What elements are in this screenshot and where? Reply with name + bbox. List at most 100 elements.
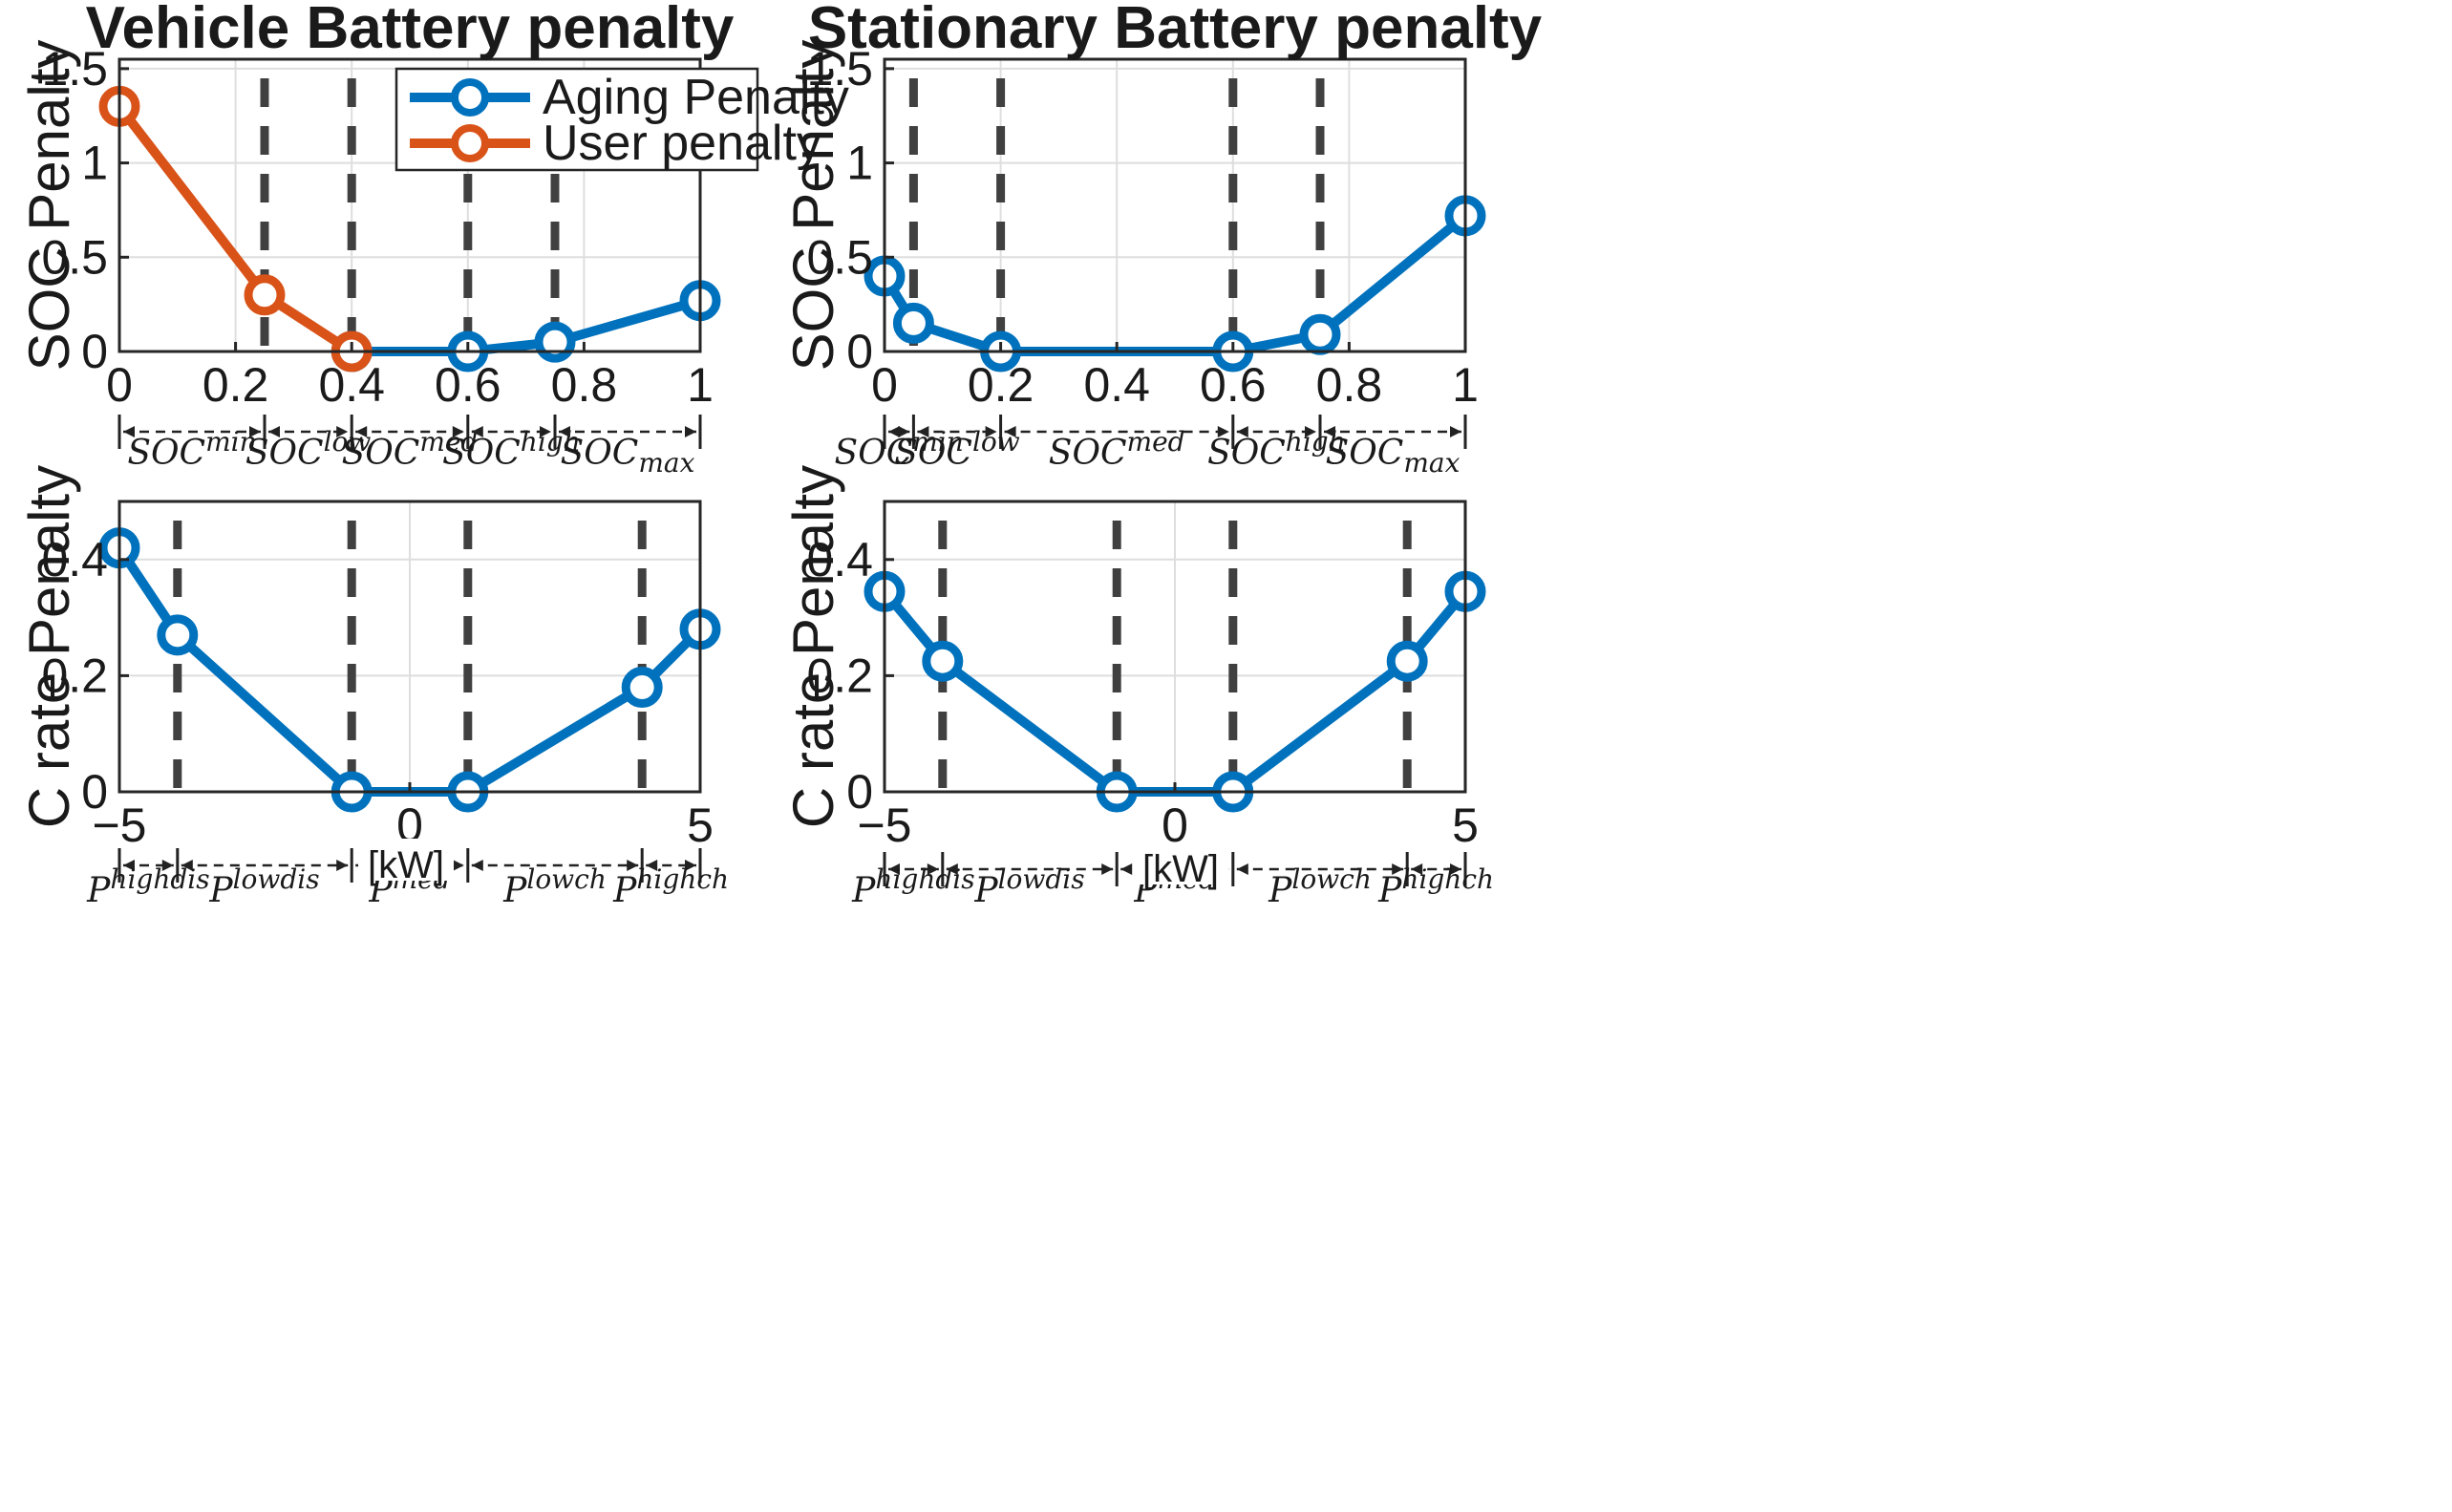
legend-label-user: User penalty: [543, 116, 821, 171]
y-axis-label: SOC Penalty: [781, 40, 845, 372]
zone-label: Phighch: [1377, 863, 1494, 910]
zone-label-sup: high: [1286, 426, 1346, 458]
zone-arrow-right: [249, 426, 261, 437]
x-tick-label: 5: [687, 799, 714, 852]
data-point-aging: [157, 614, 199, 656]
zone-arrow-right: [1217, 426, 1229, 437]
x-tick-label: 0: [106, 358, 133, 412]
zone-arrow-left: [1236, 426, 1248, 437]
zone-arrow-left: [471, 426, 483, 437]
zone-label: SOCmax: [561, 434, 695, 479]
zone-arrow-left: [268, 426, 280, 437]
zone-arrow-right: [1392, 863, 1404, 875]
axes-frame: [883, 57, 1467, 353]
zone-arrow-left: [888, 863, 900, 875]
y-tick-label: 1: [846, 137, 873, 190]
y-tick-label: 0: [846, 325, 873, 378]
zone-label-base: SOC: [1049, 434, 1127, 473]
zone-label: Plowch: [1268, 863, 1372, 910]
zone-arrow-left: [1236, 863, 1248, 875]
y-axis-label: C rate Penalty: [781, 465, 845, 828]
zone-label-sup: lowdis: [233, 863, 320, 895]
unit-label-bg: [1133, 842, 1228, 884]
unit-label: [kW]: [368, 844, 444, 886]
zone-label: Plowch: [502, 863, 607, 910]
data-point-aging: [1386, 640, 1428, 682]
y-tick-label: 0.4: [41, 533, 108, 586]
y-tick-label: 1.5: [41, 42, 108, 96]
y-tick-label: 0: [846, 765, 873, 819]
zone-arrow-right: [985, 426, 997, 437]
y-tick-label: 0: [81, 325, 108, 378]
zone-label-base: SOC: [442, 434, 521, 473]
zone-arrow-right: [452, 860, 464, 871]
y-tick-label: 0.2: [41, 649, 108, 702]
zone-arrow-left: [946, 863, 958, 875]
panel-title: Vehicle Battery penalty: [86, 0, 735, 61]
zone-label-base: P: [973, 871, 998, 910]
zone-arrow-right: [1305, 426, 1316, 437]
legend-marker-user: [451, 124, 489, 162]
zone-label-base: P: [851, 871, 876, 910]
zone-label: SOCmed: [1049, 426, 1185, 473]
zone-label-base: SOC: [1326, 434, 1404, 473]
x-tick-label: −5: [92, 799, 146, 852]
zone-label-sup: min: [205, 426, 257, 458]
zone-arrow-right: [1450, 426, 1461, 437]
zone-label-base: SOC: [245, 434, 324, 473]
zone-arrow-right: [336, 426, 349, 437]
panel-title: Stationary Battery penalty: [808, 0, 1543, 61]
x-tick-label: 0.2: [203, 358, 269, 412]
zone-label-sup: highch: [636, 863, 729, 895]
zone-arrow-left: [181, 860, 193, 871]
unit-label: [kW]: [1142, 848, 1219, 890]
zone-arrow-right: [927, 863, 939, 875]
zone-label-base: P: [612, 871, 637, 910]
x-tick-label: 0.4: [1083, 358, 1150, 412]
zone-label: Plowdis: [973, 863, 1084, 910]
zone-label-base: SOC: [561, 434, 639, 473]
x-tick-label: 1: [687, 358, 714, 412]
zone-arrow-left: [471, 860, 483, 871]
x-tick-label: 0.2: [968, 358, 1034, 412]
legend-label-aging: Aging Penalty: [543, 70, 849, 125]
zone-arrow-left: [1004, 426, 1016, 437]
zone-arrow-right: [685, 860, 696, 871]
zone-label-base: SOC: [1207, 434, 1286, 473]
zone-arrow-right: [161, 860, 174, 871]
zone-arrow-left: [559, 426, 570, 437]
y-tick-label: 0.5: [806, 230, 873, 284]
zone-label: SOChigh: [1207, 426, 1346, 473]
x-tick-label: −5: [857, 799, 911, 852]
zone-label: SOCmax: [1326, 434, 1461, 479]
data-point-aging: [1299, 313, 1341, 355]
x-tick-label: 0.6: [435, 358, 501, 412]
zone-arrow-right: [627, 860, 639, 871]
zone-label-base: SOC: [127, 434, 205, 473]
zone-label-base: SOC: [835, 434, 913, 473]
y-tick-label: 0: [81, 765, 108, 819]
x-tick-label: 0: [871, 358, 898, 412]
y-axis-label: SOC Penalty: [17, 40, 81, 372]
zone-label-base: SOC: [342, 434, 420, 473]
x-tick-label: 1: [1452, 358, 1479, 412]
zone-arrow-left: [917, 426, 929, 437]
legend-marker-aging: [451, 78, 489, 117]
zone-label: SOClow: [894, 426, 1020, 473]
y-tick-label: 0.5: [41, 230, 108, 284]
y-tick-label: 1.5: [806, 42, 873, 96]
zone-arrow-right: [540, 426, 551, 437]
x-tick-label: 0.8: [1316, 358, 1383, 412]
y-tick-label: 1: [81, 137, 108, 190]
zone-label-base: P: [1268, 871, 1292, 910]
zone-annotation: PhighdisPlowdisPmedPlowchPhighch[kW]: [851, 842, 1494, 910]
plot-area: [885, 59, 1465, 351]
zone-arrow-left: [646, 860, 658, 871]
zone-label: SOCmed: [342, 426, 479, 473]
zone-label-sup: lowdis: [998, 863, 1085, 895]
data-point-aging: [922, 640, 964, 682]
